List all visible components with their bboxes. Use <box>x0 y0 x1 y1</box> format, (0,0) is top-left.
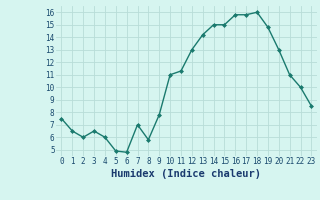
X-axis label: Humidex (Indice chaleur): Humidex (Indice chaleur) <box>111 169 261 179</box>
